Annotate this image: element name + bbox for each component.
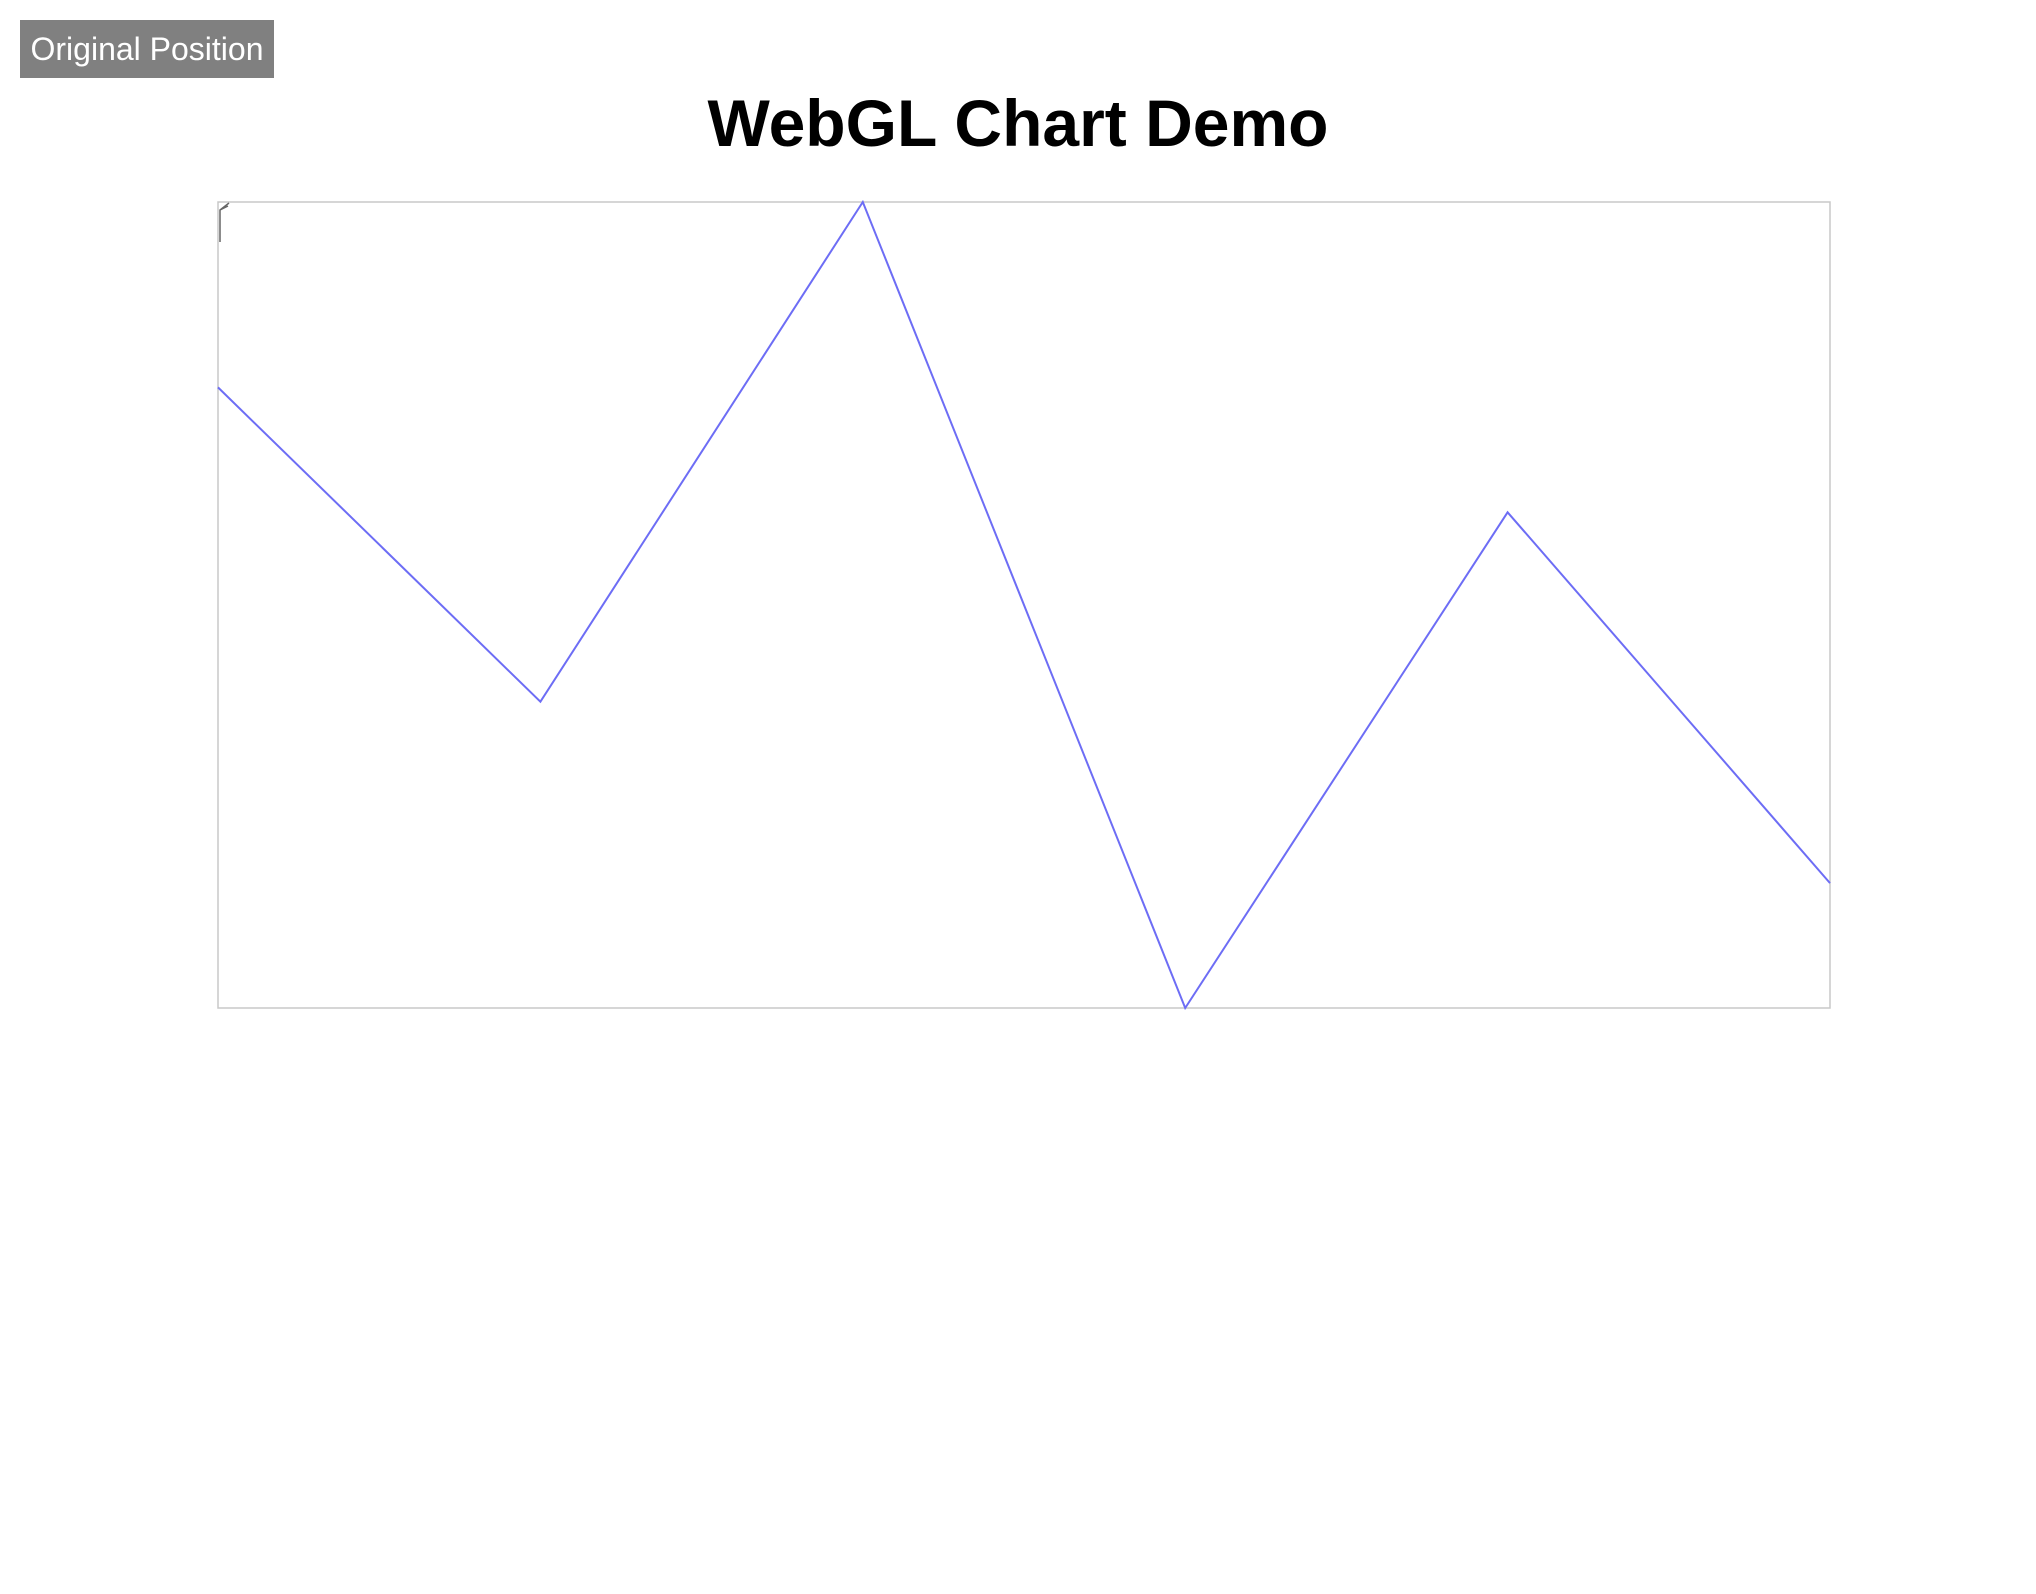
original-position-button[interactable]: Original Position [20,20,274,78]
series-line-0 [217,199,1831,1011]
page-title: WebGL Chart Demo [707,86,1329,160]
chart-border [217,201,1831,1009]
series-layer [217,199,1831,1011]
axes-gizmo-icon [219,202,230,242]
